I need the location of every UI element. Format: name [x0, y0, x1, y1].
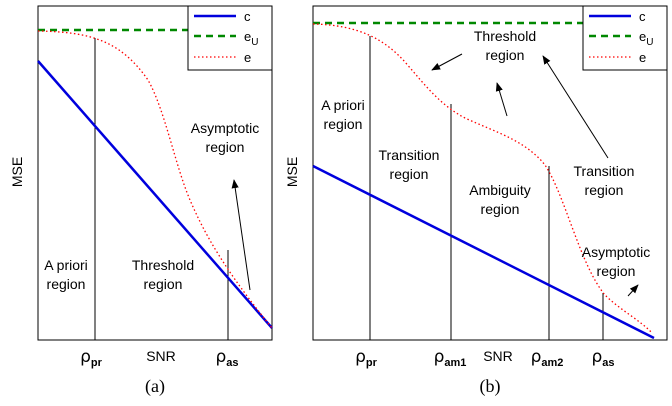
- region-ambiguity-b-1: Ambiguity: [469, 182, 530, 198]
- caption-a: (a): [145, 376, 165, 397]
- panel-b: c eU e A priori region Transition region…: [284, 5, 668, 397]
- xlabel-a: SNR: [146, 348, 176, 364]
- legend-eU-label-b: eU: [639, 29, 653, 48]
- legend-eU-label: eU: [244, 29, 258, 48]
- arrow-asymptotic-a: [231, 179, 251, 291]
- curve-c-b: [312, 164, 655, 340]
- legend-b: c eU e: [582, 5, 668, 71]
- region-threshold-b-2: region: [486, 47, 525, 63]
- region-apriori-b-2: region: [324, 116, 363, 132]
- region-threshold-a-2: region: [144, 276, 183, 292]
- tick-am2-b: ρam2: [531, 347, 564, 369]
- region-asymptotic-a-1: Asymptotic: [191, 120, 259, 136]
- region-asymptotic-b-1: Asymptotic: [582, 244, 650, 260]
- region-apriori-a-1: A priori: [44, 257, 88, 273]
- ylabel-a: MSE: [9, 157, 25, 187]
- region-asymptotic-b-2: region: [597, 263, 636, 279]
- caption-b: (b): [480, 376, 501, 397]
- region-apriori-a-2: region: [47, 276, 86, 292]
- region-transition-b-2: region: [390, 166, 429, 182]
- tick-as-b: ρas: [591, 347, 614, 369]
- legend-c-label-b: c: [639, 9, 646, 24]
- tick-pr-a: ρpr: [80, 347, 103, 369]
- legend-a: c eU e: [187, 5, 273, 71]
- tick-as-a: ρas: [215, 347, 238, 369]
- legend-e-label: e: [244, 50, 251, 65]
- tick-am1-b: ρam1: [434, 347, 467, 369]
- region-apriori-b-1: A priori: [321, 97, 365, 113]
- panel-a: c eU e A priori region Threshold region …: [9, 5, 273, 397]
- region-threshold-b-1: Threshold: [474, 28, 536, 44]
- region-threshold-a-1: Threshold: [132, 257, 194, 273]
- legend-c-label: c: [244, 9, 251, 24]
- arrow-threshold-left: [431, 53, 463, 71]
- arrow-threshold-right: [542, 55, 609, 159]
- region-transition2-b-1: Transition: [574, 163, 635, 179]
- tick-pr-b: ρpr: [355, 347, 378, 369]
- ylabel-b: MSE: [284, 157, 300, 187]
- region-asymptotic-a-2: region: [206, 139, 245, 155]
- xlabel-b: SNR: [483, 348, 513, 364]
- region-transition2-b-2: region: [585, 182, 624, 198]
- curve-e-a: [37, 30, 273, 329]
- arrow-threshold-up: [495, 82, 508, 117]
- legend-e-label-b: e: [639, 50, 646, 65]
- region-ambiguity-b-2: region: [481, 201, 520, 217]
- arrow-asymptotic-b: [627, 284, 639, 297]
- curve-c-a: [37, 60, 273, 329]
- region-transition-b-1: Transition: [379, 147, 440, 163]
- curve-e-b: [312, 23, 653, 334]
